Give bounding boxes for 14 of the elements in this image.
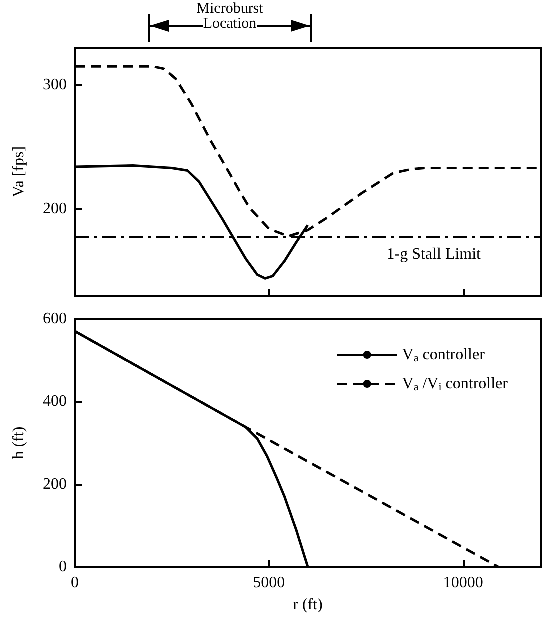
y-tick-label: 400: [43, 393, 67, 410]
ref-line-label: 1-g Stall Limit: [386, 246, 482, 263]
x-tick-label: 10000: [443, 574, 484, 592]
text: Microburst Location: [196, 1, 264, 32]
y-tick-label: 0: [59, 558, 67, 576]
y-axis-title: Va [fps]: [10, 146, 28, 198]
y-tick-label: 300: [43, 76, 67, 94]
x-axis-title: r (ft): [293, 596, 323, 614]
y-axis-title: h (ft): [10, 426, 28, 460]
y-tick-label: 600: [43, 310, 67, 328]
y-tick-label: 200: [43, 476, 67, 493]
x-tick-label: 0: [71, 574, 79, 592]
x-tick-label: 5000: [253, 574, 286, 592]
y-tick-label: 200: [43, 200, 67, 218]
